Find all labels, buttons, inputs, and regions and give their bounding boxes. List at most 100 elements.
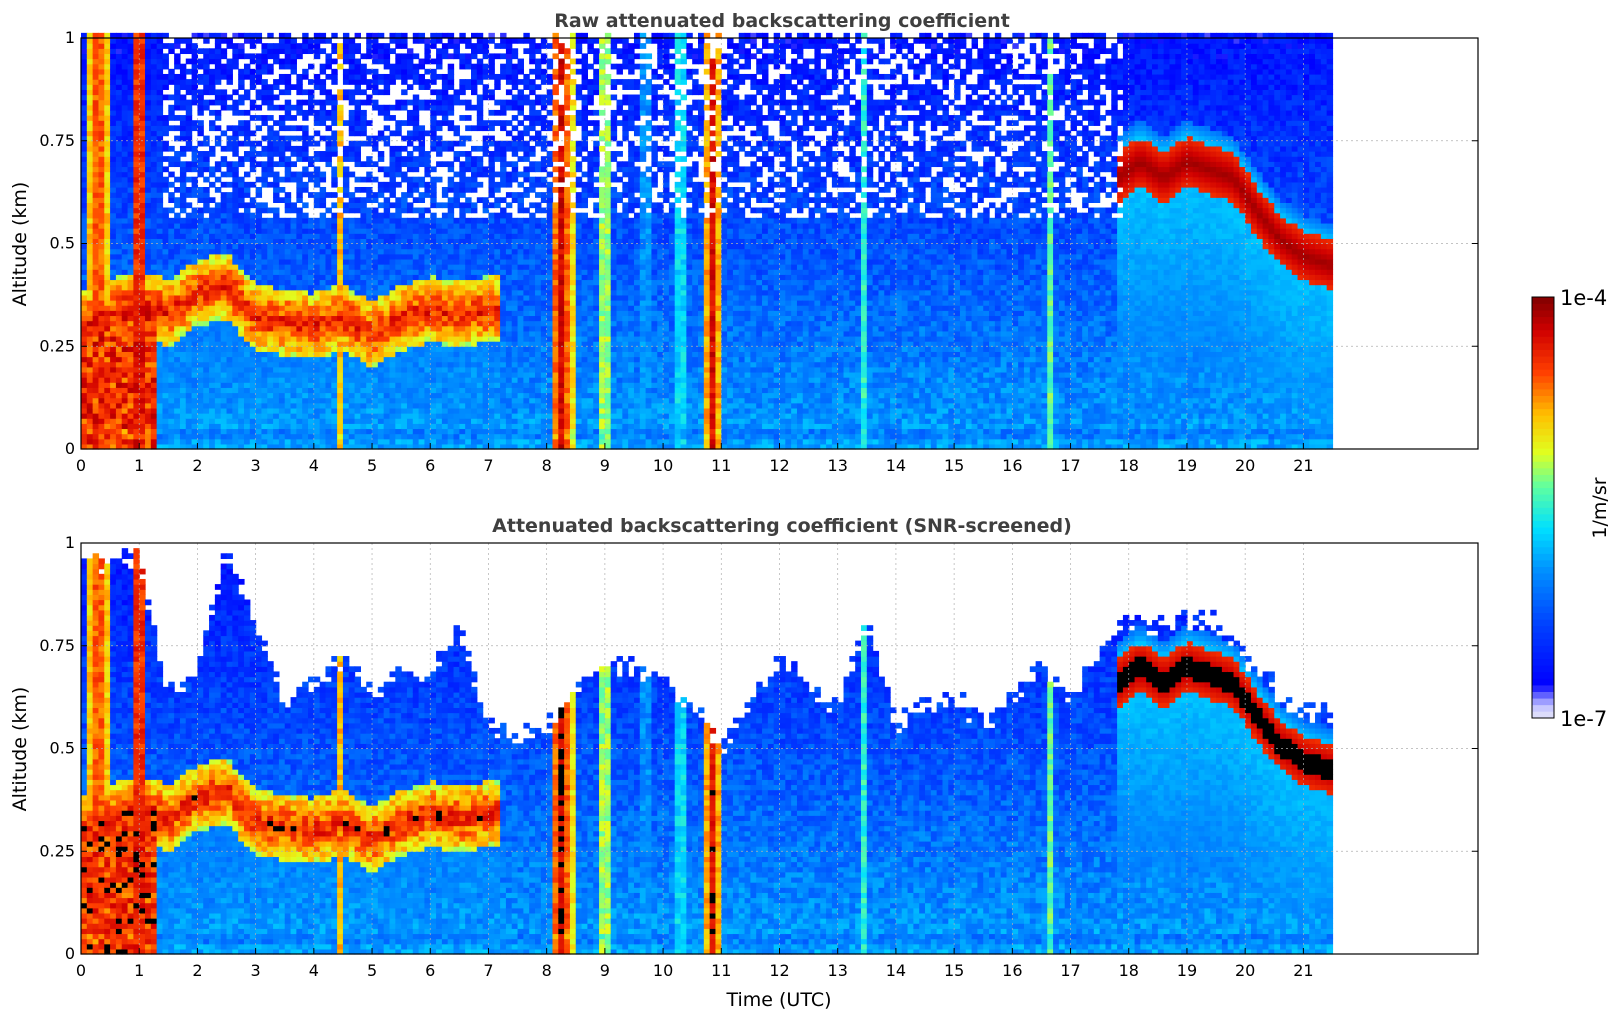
heatmap-cell (256, 187, 262, 193)
heatmap-cell (192, 418, 198, 424)
heatmap-cell (407, 387, 413, 393)
heatmap-cell (442, 274, 448, 280)
heatmap-cell (192, 192, 198, 198)
heatmap-cell (209, 208, 215, 214)
heatmap-cell (355, 367, 361, 373)
heatmap-cell (267, 100, 273, 106)
heatmap-cell (232, 182, 238, 188)
heatmap-cell (378, 192, 384, 198)
heatmap-cell (459, 300, 465, 306)
heatmap-cell (93, 295, 99, 301)
heatmap-cell (448, 367, 454, 373)
heatmap-cell (122, 223, 128, 229)
heatmap-cell (448, 125, 454, 131)
heatmap-cell (296, 392, 302, 398)
heatmap-cell (413, 244, 419, 250)
heatmap-cell (291, 418, 297, 424)
heatmap-cell (413, 285, 419, 291)
heatmap-cell (145, 141, 151, 147)
heatmap-cell (372, 403, 378, 409)
heatmap-cell (413, 38, 419, 44)
heatmap-cell (343, 166, 349, 172)
heatmap-cell (419, 398, 425, 404)
heatmap-cell (139, 305, 145, 311)
heatmap-cell (285, 331, 291, 337)
heatmap-cell (366, 305, 372, 311)
heatmap-cell (238, 269, 244, 275)
heatmap-cell (320, 197, 326, 203)
heatmap-cell (325, 418, 331, 424)
heatmap-cell (302, 377, 308, 383)
heatmap-cell (221, 372, 227, 378)
heatmap-cell (238, 223, 244, 229)
heatmap-cell (87, 326, 93, 332)
heatmap-cell (221, 336, 227, 342)
heatmap-cell (419, 182, 425, 188)
heatmap-cell (372, 105, 378, 111)
heatmap-cell (296, 156, 302, 162)
heatmap-cell (296, 305, 302, 311)
heatmap-cell (93, 372, 99, 378)
heatmap-cell (384, 269, 390, 275)
heatmap-cell (291, 295, 297, 301)
heatmap-cell (267, 279, 273, 285)
heatmap-cell (151, 259, 157, 265)
heatmap-cell (261, 59, 267, 65)
heatmap-cell (343, 326, 349, 332)
heatmap-cell (302, 382, 308, 388)
heatmap-cell (81, 290, 87, 296)
heatmap-cell (372, 398, 378, 404)
heatmap-cell (331, 392, 337, 398)
heatmap-cell (192, 295, 198, 301)
heatmap-cell (157, 120, 163, 126)
heatmap-cell (372, 434, 378, 440)
heatmap-cell (186, 295, 192, 301)
heatmap-cell (448, 290, 454, 296)
heatmap-cell (395, 413, 401, 419)
heatmap-cell (104, 244, 110, 250)
heatmap-cell (98, 403, 104, 409)
heatmap-cell (162, 74, 168, 80)
heatmap-cell (261, 418, 267, 424)
heatmap-cell (227, 125, 233, 131)
heatmap-cell (465, 362, 471, 368)
heatmap-cell (145, 413, 151, 419)
heatmap-cell (110, 315, 116, 321)
heatmap-cell (104, 387, 110, 393)
heatmap-cell (261, 259, 267, 265)
heatmap-cell (227, 74, 233, 80)
heatmap-cell (98, 182, 104, 188)
heatmap-cell (355, 187, 361, 193)
heatmap-cell (413, 315, 419, 321)
heatmap-cell (215, 418, 221, 424)
heatmap-cell (139, 64, 145, 70)
heatmap-cell (157, 38, 163, 44)
heatmap-cell (424, 105, 430, 111)
heatmap-cell (384, 387, 390, 393)
heatmap-cell (325, 326, 331, 332)
heatmap-cell (413, 177, 419, 183)
heatmap-cell (250, 264, 256, 270)
heatmap-cell (139, 274, 145, 280)
heatmap-cell (465, 269, 471, 275)
heatmap-cell (139, 244, 145, 250)
heatmap-cell (98, 382, 104, 388)
heatmap-cell (419, 326, 425, 332)
heatmap-cell (424, 228, 430, 234)
heatmap-cell (267, 84, 273, 90)
heatmap-cell (308, 434, 314, 440)
heatmap-cell (186, 403, 192, 409)
heatmap-cell (128, 372, 134, 378)
heatmap-cell (180, 182, 186, 188)
heatmap-cell (261, 305, 267, 311)
heatmap-cell (168, 110, 174, 116)
heatmap-cell (448, 141, 454, 147)
heatmap-cell (81, 43, 87, 49)
heatmap-cell (215, 69, 221, 75)
heatmap-cell (128, 182, 134, 188)
heatmap-cell (325, 89, 331, 95)
heatmap-cell (395, 228, 401, 234)
heatmap-cell (180, 146, 186, 152)
heatmap-cell (227, 182, 233, 188)
heatmap-cell (98, 218, 104, 224)
